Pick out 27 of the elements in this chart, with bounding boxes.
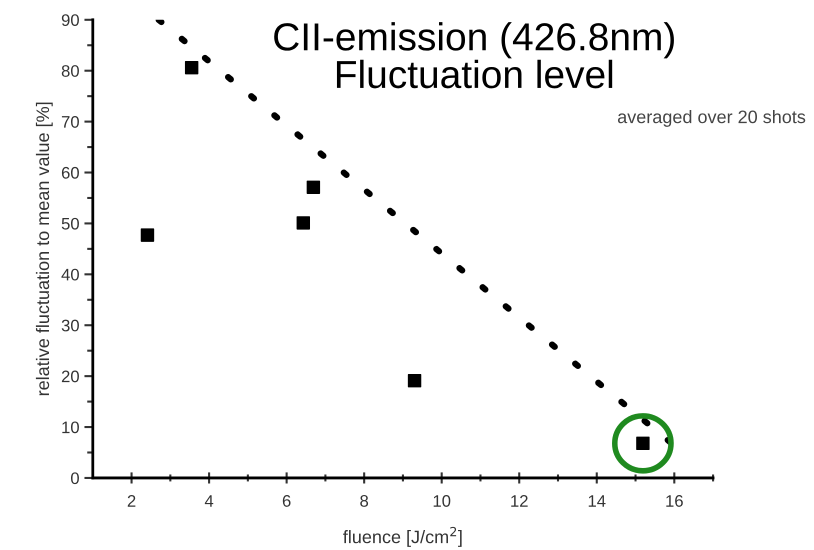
- y-tick-label: 30: [62, 320, 79, 332]
- y-axis-title: relative fluctuation to mean value [%]: [36, 102, 53, 396]
- x-tick-label: 4: [204, 495, 214, 507]
- y-tick-label: 60: [62, 166, 79, 179]
- chart-title: CII-emission (426.8nm) Fluctuation level: [274, 22, 674, 88]
- x-tick-label: 14: [588, 495, 606, 507]
- x-tick-label: 16: [666, 495, 683, 507]
- x-axis-title: fluence [J/cm$^{2}$]: [343, 526, 462, 547]
- x-tick-label: 2: [128, 495, 136, 507]
- point: [140, 228, 154, 242]
- x-tick-label: 8: [360, 495, 368, 507]
- y-tick-label: 10: [62, 421, 79, 434]
- y-tick-label: 50: [62, 218, 79, 230]
- point: [408, 374, 422, 388]
- point: [184, 60, 198, 74]
- y-tick-label: 70: [62, 116, 79, 128]
- x-tick-label: 12: [511, 495, 528, 507]
- x-tick-label: 10: [434, 495, 450, 507]
- point: [306, 180, 320, 194]
- y-tick-label: 0: [70, 472, 79, 484]
- annotation: averaged over 20 shots: [618, 110, 806, 127]
- x-tick-label: 6: [282, 495, 291, 507]
- point: [296, 216, 310, 230]
- y-tick-label: 90: [62, 14, 79, 26]
- y-tick-label: 80: [62, 65, 79, 77]
- y-tick-label: 40: [61, 268, 79, 281]
- y-tick-label: 20: [62, 370, 79, 382]
